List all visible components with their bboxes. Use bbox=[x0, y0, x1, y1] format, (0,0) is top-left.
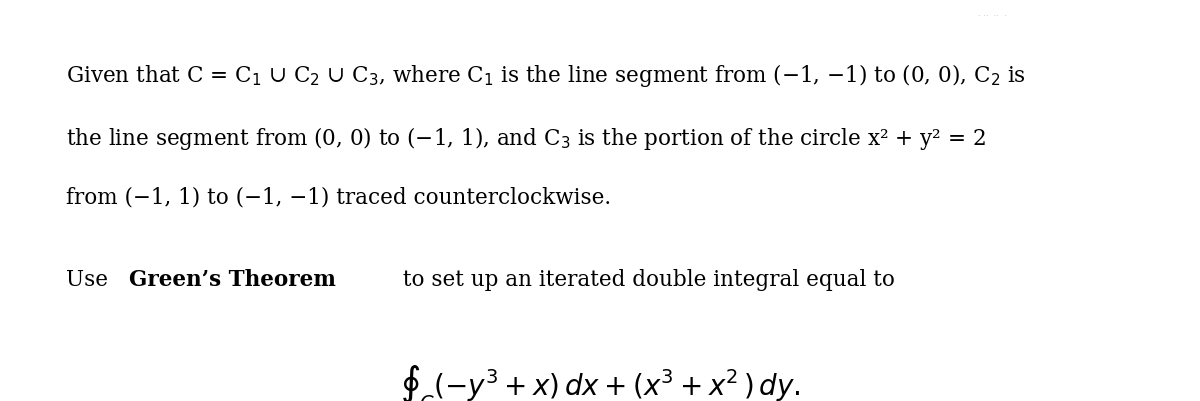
Text: to set up an iterated double integral equal to: to set up an iterated double integral eq… bbox=[396, 269, 895, 291]
Text: Green’s Theorem: Green’s Theorem bbox=[130, 269, 336, 291]
Text: Given that C = C$_1$ ∪ C$_2$ ∪ C$_3$, where C$_1$ is the line segment from (−1, : Given that C = C$_1$ ∪ C$_2$ ∪ C$_3$, wh… bbox=[66, 62, 1026, 89]
Text: $\oint_C (-y^3 + x)\,dx + (x^3 + x^2\,)\,dy.$: $\oint_C (-y^3 + x)\,dx + (x^3 + x^2\,)\… bbox=[400, 363, 800, 401]
Text: Use: Use bbox=[66, 269, 115, 291]
Text: from (−1, 1) to (−1, −1) traced counterclockwise.: from (−1, 1) to (−1, −1) traced counterc… bbox=[66, 186, 611, 209]
Text: the line segment from (0, 0) to (−1, 1), and C$_3$ is the portion of the circle : the line segment from (0, 0) to (−1, 1),… bbox=[66, 124, 986, 151]
Text: · ··  ··  ·: · ·· ·· · bbox=[978, 12, 1007, 21]
